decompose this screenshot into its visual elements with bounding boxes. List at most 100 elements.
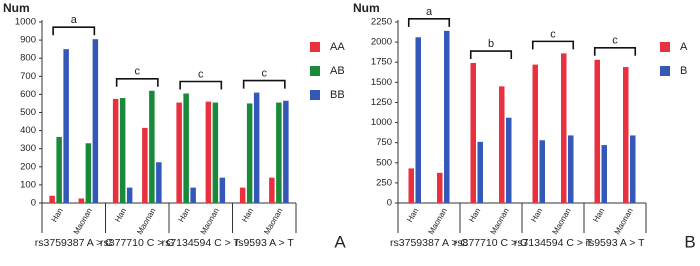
x-tick-label: Han xyxy=(113,207,128,224)
bar xyxy=(506,117,512,203)
bar xyxy=(437,172,443,203)
bar xyxy=(63,49,69,204)
bar xyxy=(183,93,189,203)
y-tick-label: 400 xyxy=(20,125,36,136)
x-tick-label: Han xyxy=(591,207,606,224)
bar xyxy=(239,187,246,203)
x-tick-label: Maonan xyxy=(613,207,635,237)
bar xyxy=(190,187,196,203)
bar xyxy=(119,98,126,203)
y-tick-label: 800 xyxy=(20,53,36,64)
y-tick-label: 700 xyxy=(20,71,36,82)
bar xyxy=(253,92,260,203)
bar xyxy=(219,177,226,203)
significance-bracket xyxy=(593,47,637,56)
bar xyxy=(561,53,567,203)
y-tick-label: 250 xyxy=(376,177,392,188)
bar xyxy=(539,140,545,203)
panel-label: A xyxy=(334,232,346,251)
bar xyxy=(246,103,253,203)
significance-letter: b xyxy=(488,38,494,50)
y-axis-title: Num xyxy=(3,1,30,15)
y-tick-label: 2250 xyxy=(371,17,392,28)
bar xyxy=(276,102,282,203)
significance-bracket xyxy=(115,77,159,87)
bar xyxy=(470,63,476,203)
bar xyxy=(85,143,92,203)
group-label: rs9593 A > T xyxy=(585,237,645,249)
significance-letter: a xyxy=(71,14,78,26)
significance-bracket xyxy=(52,26,96,36)
y-tick-label: 750 xyxy=(376,137,392,148)
bar xyxy=(630,135,636,203)
bar xyxy=(56,136,62,203)
y-tick-label: 500 xyxy=(20,107,36,118)
legend-label: BB xyxy=(330,89,345,101)
legend-label: AA xyxy=(330,41,345,53)
y-tick-label: 0 xyxy=(31,198,36,209)
bar xyxy=(49,195,55,203)
x-tick-label: Maonan xyxy=(135,207,157,237)
y-tick-label: 100 xyxy=(20,179,36,190)
group-label: rs9593 A > T xyxy=(235,237,295,249)
group-label: rs3759387 A > C xyxy=(390,237,468,249)
significance-letter: a xyxy=(426,6,433,18)
x-tick-label: Maonan xyxy=(262,207,284,237)
significance-letter: c xyxy=(198,68,204,80)
significance-letter: c xyxy=(262,67,268,79)
significance-bracket xyxy=(531,40,575,50)
legend-swatch xyxy=(660,66,670,76)
x-tick-label: Maonan xyxy=(427,207,449,237)
bar xyxy=(92,39,99,203)
x-tick-label: Han xyxy=(405,207,420,224)
significance-bracket xyxy=(407,18,451,27)
bar xyxy=(176,102,182,203)
x-tick-label: Maonan xyxy=(551,207,573,237)
legend-label: AB xyxy=(330,65,345,77)
bar xyxy=(126,187,133,203)
bar xyxy=(623,67,629,203)
y-tick-label: 200 xyxy=(20,161,36,172)
y-axis-title: Num xyxy=(353,1,380,15)
bar xyxy=(112,98,119,203)
significance-letter: c xyxy=(135,66,141,78)
bar xyxy=(477,141,483,203)
bar xyxy=(283,100,289,203)
bar xyxy=(156,162,162,203)
group-label: rs7134594 C > T xyxy=(514,237,593,249)
bar xyxy=(601,145,607,203)
bar xyxy=(269,177,275,203)
bar xyxy=(415,37,421,204)
legend-label: A xyxy=(680,41,688,53)
y-tick-label: 900 xyxy=(20,35,36,46)
legend-swatch xyxy=(660,42,670,52)
y-tick-label: 300 xyxy=(20,143,36,154)
bar xyxy=(594,59,600,204)
group-label: rs3759387 A > C xyxy=(35,237,113,249)
x-tick-label: Maonan xyxy=(72,207,94,237)
legend-swatch xyxy=(310,42,320,52)
group-label: rs877710 C > G xyxy=(454,237,528,249)
y-tick-label: 600 xyxy=(20,89,36,100)
bar xyxy=(78,198,85,203)
x-tick-label: Maonan xyxy=(489,207,511,237)
bar xyxy=(444,30,450,203)
legend-swatch xyxy=(310,90,320,100)
y-tick-label: 0 xyxy=(387,198,392,209)
bar xyxy=(149,90,155,203)
significance-bracket xyxy=(469,50,513,60)
bar xyxy=(499,86,505,203)
bar xyxy=(142,127,148,203)
significance-letter: c xyxy=(612,35,618,47)
x-tick-label: Han xyxy=(50,207,65,224)
bar xyxy=(205,101,212,203)
bar xyxy=(568,135,574,203)
significance-bracket xyxy=(242,79,286,89)
bar xyxy=(212,102,219,203)
y-tick-label: 1000 xyxy=(15,17,36,28)
x-tick-label: Han xyxy=(529,207,544,224)
panel-label: B xyxy=(684,232,695,251)
legend-swatch xyxy=(310,66,320,76)
x-tick-label: Han xyxy=(177,207,192,224)
